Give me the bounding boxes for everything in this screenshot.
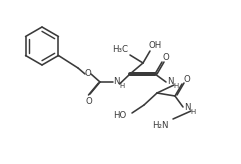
Text: N: N <box>167 78 173 86</box>
Text: N: N <box>113 78 119 86</box>
Text: H₂N: H₂N <box>153 121 169 130</box>
Text: O: O <box>184 75 190 84</box>
Text: H: H <box>119 83 124 89</box>
Text: O: O <box>163 52 169 62</box>
Text: N: N <box>184 103 190 113</box>
Text: OH: OH <box>148 41 162 51</box>
Text: O: O <box>86 96 92 105</box>
Text: HO: HO <box>113 112 126 121</box>
Text: O: O <box>85 70 91 79</box>
Text: H: H <box>190 109 196 115</box>
Text: H: H <box>173 83 179 89</box>
Text: H₃C: H₃C <box>112 45 128 54</box>
